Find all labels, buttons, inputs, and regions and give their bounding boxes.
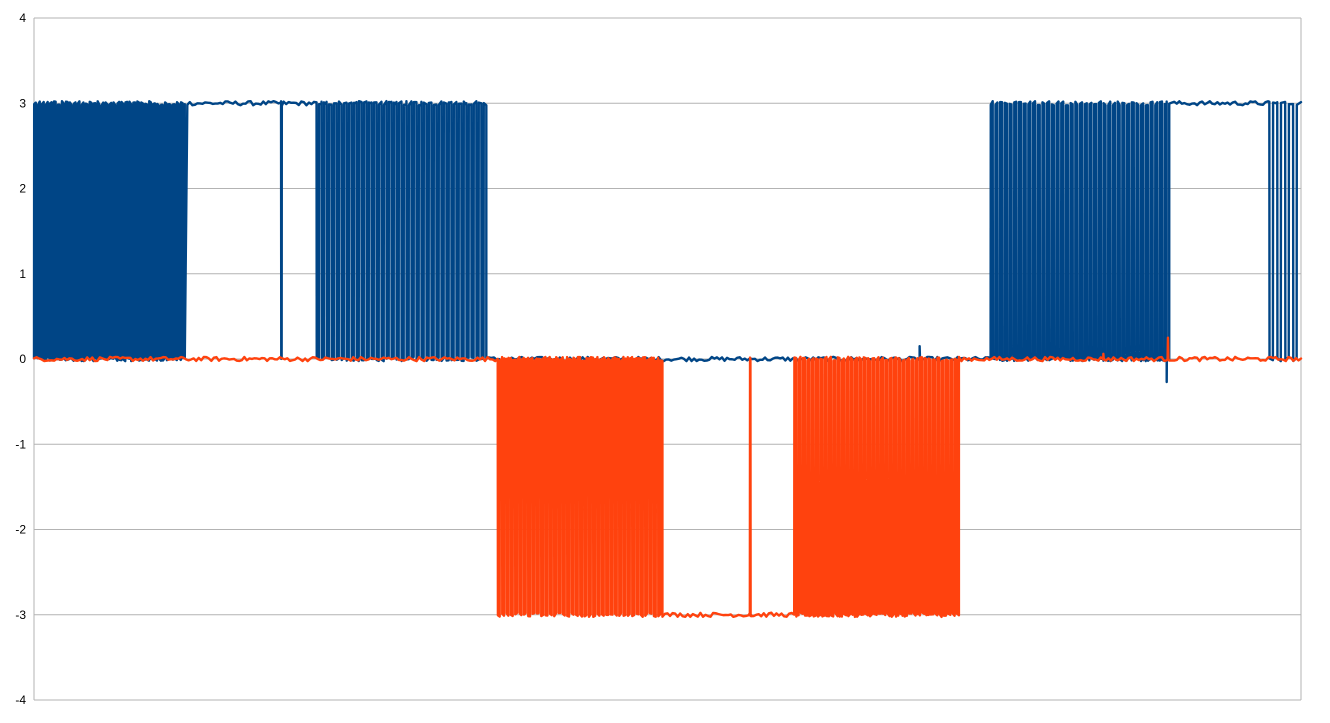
series-line-2 [32, 336, 1303, 619]
y-tick-label: -3 [15, 608, 26, 622]
y-axis-tick-labels: 4 3 2 1 0 -1 -2 -3 -4 [15, 11, 26, 707]
y-tick-label: 0 [19, 352, 26, 366]
y-tick-label: -1 [15, 437, 26, 451]
y-tick-label: 4 [19, 11, 26, 25]
y-tick-label: -4 [15, 693, 26, 707]
y-tick-label: -2 [15, 523, 26, 537]
y-tick-label: 2 [19, 182, 26, 196]
y-tick-label: 3 [19, 96, 26, 110]
series-lines [32, 99, 1303, 619]
series-line-1 [32, 99, 1303, 384]
y-tick-label: 1 [19, 267, 26, 281]
